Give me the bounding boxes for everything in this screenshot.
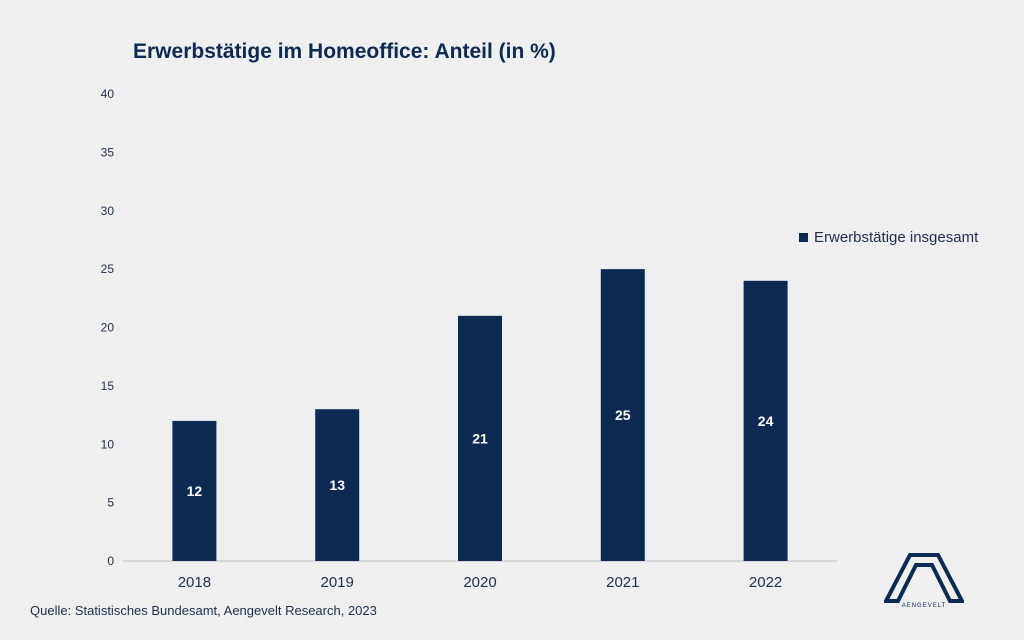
y-tick-label: 10 [101,437,115,451]
chart-title: Erwerbstätige im Homeoffice: Anteil (in … [133,40,556,63]
y-tick-label: 20 [101,321,115,335]
bar [315,409,360,561]
y-axis-ticks: 0 5 10 15 20 25 30 35 40 [101,87,115,568]
logo-text: AENGEVELT [901,603,947,609]
bar-data-label: 21 [472,430,488,446]
y-tick-label: 35 [101,145,115,159]
bar-data-label: 13 [329,477,345,493]
y-tick-label: 40 [101,87,115,101]
x-tick-label: 2018 [178,574,211,591]
y-tick-label: 15 [101,379,115,393]
x-tick-label: 2019 [321,574,354,591]
bar-data-label: 24 [758,413,774,429]
x-tick-label: 2021 [606,574,639,591]
bar [172,420,217,561]
x-tick-label: 2020 [463,574,496,591]
legend-swatch [799,233,808,242]
aengevelt-logo [884,553,964,603]
y-tick-label: 0 [107,554,114,568]
bars: 12 13 21 25 24 [172,269,788,561]
y-tick-label: 5 [107,496,114,510]
x-axis-ticks: 2018 2019 2020 2021 2022 [178,574,783,591]
source-note: Quelle: Statistisches Bundesamt, Aengeve… [30,603,377,618]
x-tick-label: 2022 [749,574,782,591]
y-tick-label: 25 [101,262,115,276]
y-tick-label: 30 [101,204,115,218]
bar [743,280,788,561]
legend-label: Erwerbstätige insgesamt [814,229,979,246]
bar-data-label: 25 [615,407,631,423]
bar [458,315,502,561]
bar [600,269,645,561]
legend: Erwerbstätige insgesamt [799,229,978,246]
bar-data-label: 12 [187,483,203,499]
